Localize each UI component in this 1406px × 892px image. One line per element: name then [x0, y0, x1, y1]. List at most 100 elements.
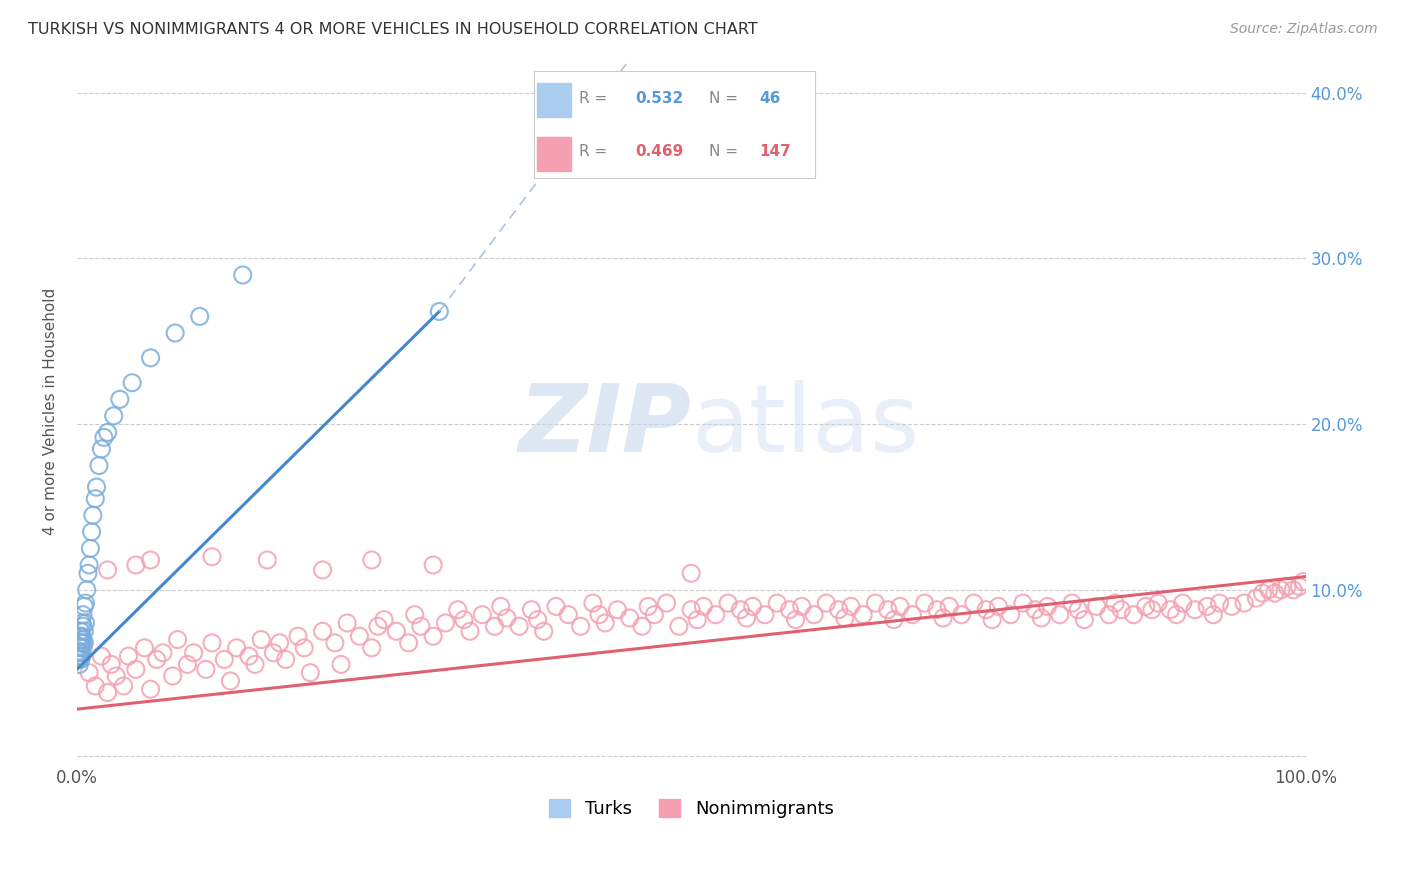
Point [70, 629, 93, 643]
Point [176, 657, 198, 672]
Point [950, 607, 973, 622]
Point [1067, 603, 1090, 617]
Point [404, 607, 426, 622]
Point [97, 563, 120, 577]
Point [1073, 613, 1095, 627]
Point [69, 652, 91, 666]
Point [914, 596, 936, 610]
Point [865, 596, 887, 610]
Point [398, 636, 420, 650]
Point [67, 629, 90, 643]
Point [1159, 603, 1181, 617]
Point [287, 629, 309, 643]
Point [125, 662, 148, 676]
Point [69, 636, 91, 650]
Point [139, 682, 162, 697]
Point [292, 640, 315, 655]
Point [1270, 582, 1292, 597]
Point [256, 553, 278, 567]
Point [458, 624, 481, 639]
Point [112, 679, 135, 693]
Text: R =: R = [579, 145, 613, 159]
Point [520, 603, 543, 617]
Point [194, 662, 217, 676]
Point [1220, 599, 1243, 614]
Point [1282, 582, 1305, 597]
Point [637, 599, 659, 614]
Point [681, 603, 703, 617]
Point [69, 640, 91, 655]
Point [489, 599, 512, 614]
Point [243, 657, 266, 672]
Point [80, 524, 103, 539]
Point [434, 615, 457, 630]
Point [582, 596, 605, 610]
Point [963, 596, 986, 610]
Point [447, 603, 470, 617]
Point [1140, 603, 1163, 617]
Point [1275, 580, 1298, 594]
Point [79, 541, 101, 556]
Point [1104, 596, 1126, 610]
Point [70, 615, 93, 630]
Text: 0.469: 0.469 [636, 145, 683, 159]
Point [232, 268, 254, 282]
Text: 147: 147 [759, 145, 792, 159]
Point [67, 649, 90, 664]
Point [1000, 607, 1022, 622]
Point [87, 458, 110, 473]
Point [75, 615, 97, 630]
Point [1251, 586, 1274, 600]
Point [100, 657, 122, 672]
Point [385, 624, 408, 639]
Point [526, 613, 548, 627]
Point [790, 599, 813, 614]
Point [70, 649, 93, 664]
Point [219, 673, 242, 688]
Point [360, 640, 382, 655]
Point [631, 619, 654, 633]
Point [250, 632, 273, 647]
Point [1085, 599, 1108, 614]
Point [84, 491, 107, 506]
Point [1202, 607, 1225, 622]
Point [852, 607, 875, 622]
Point [544, 599, 567, 614]
Legend: Turks, Nonimmigrants: Turks, Nonimmigrants [541, 791, 841, 825]
Point [183, 646, 205, 660]
Point [1024, 603, 1046, 617]
Point [69, 624, 91, 639]
Point [686, 613, 709, 627]
Point [166, 632, 188, 647]
Point [643, 607, 665, 622]
Point [262, 646, 284, 660]
Text: ZIP: ZIP [519, 380, 692, 472]
Point [84, 679, 107, 693]
Point [422, 629, 444, 643]
Point [76, 582, 98, 597]
Point [1012, 596, 1035, 610]
Point [839, 599, 862, 614]
Point [105, 669, 128, 683]
Point [73, 624, 96, 639]
Point [69, 646, 91, 660]
Point [67, 657, 90, 672]
Point [508, 619, 530, 633]
Point [471, 607, 494, 622]
Point [815, 596, 838, 610]
Point [134, 640, 156, 655]
Point [901, 607, 924, 622]
FancyBboxPatch shape [537, 83, 571, 118]
Text: N =: N = [709, 145, 742, 159]
Text: 46: 46 [759, 91, 780, 105]
Point [72, 619, 94, 633]
Point [67, 652, 90, 666]
Point [330, 657, 353, 672]
Point [557, 607, 579, 622]
Point [883, 613, 905, 627]
Point [1166, 607, 1188, 622]
Point [889, 599, 911, 614]
Point [779, 603, 801, 617]
Point [704, 607, 727, 622]
Point [125, 558, 148, 572]
